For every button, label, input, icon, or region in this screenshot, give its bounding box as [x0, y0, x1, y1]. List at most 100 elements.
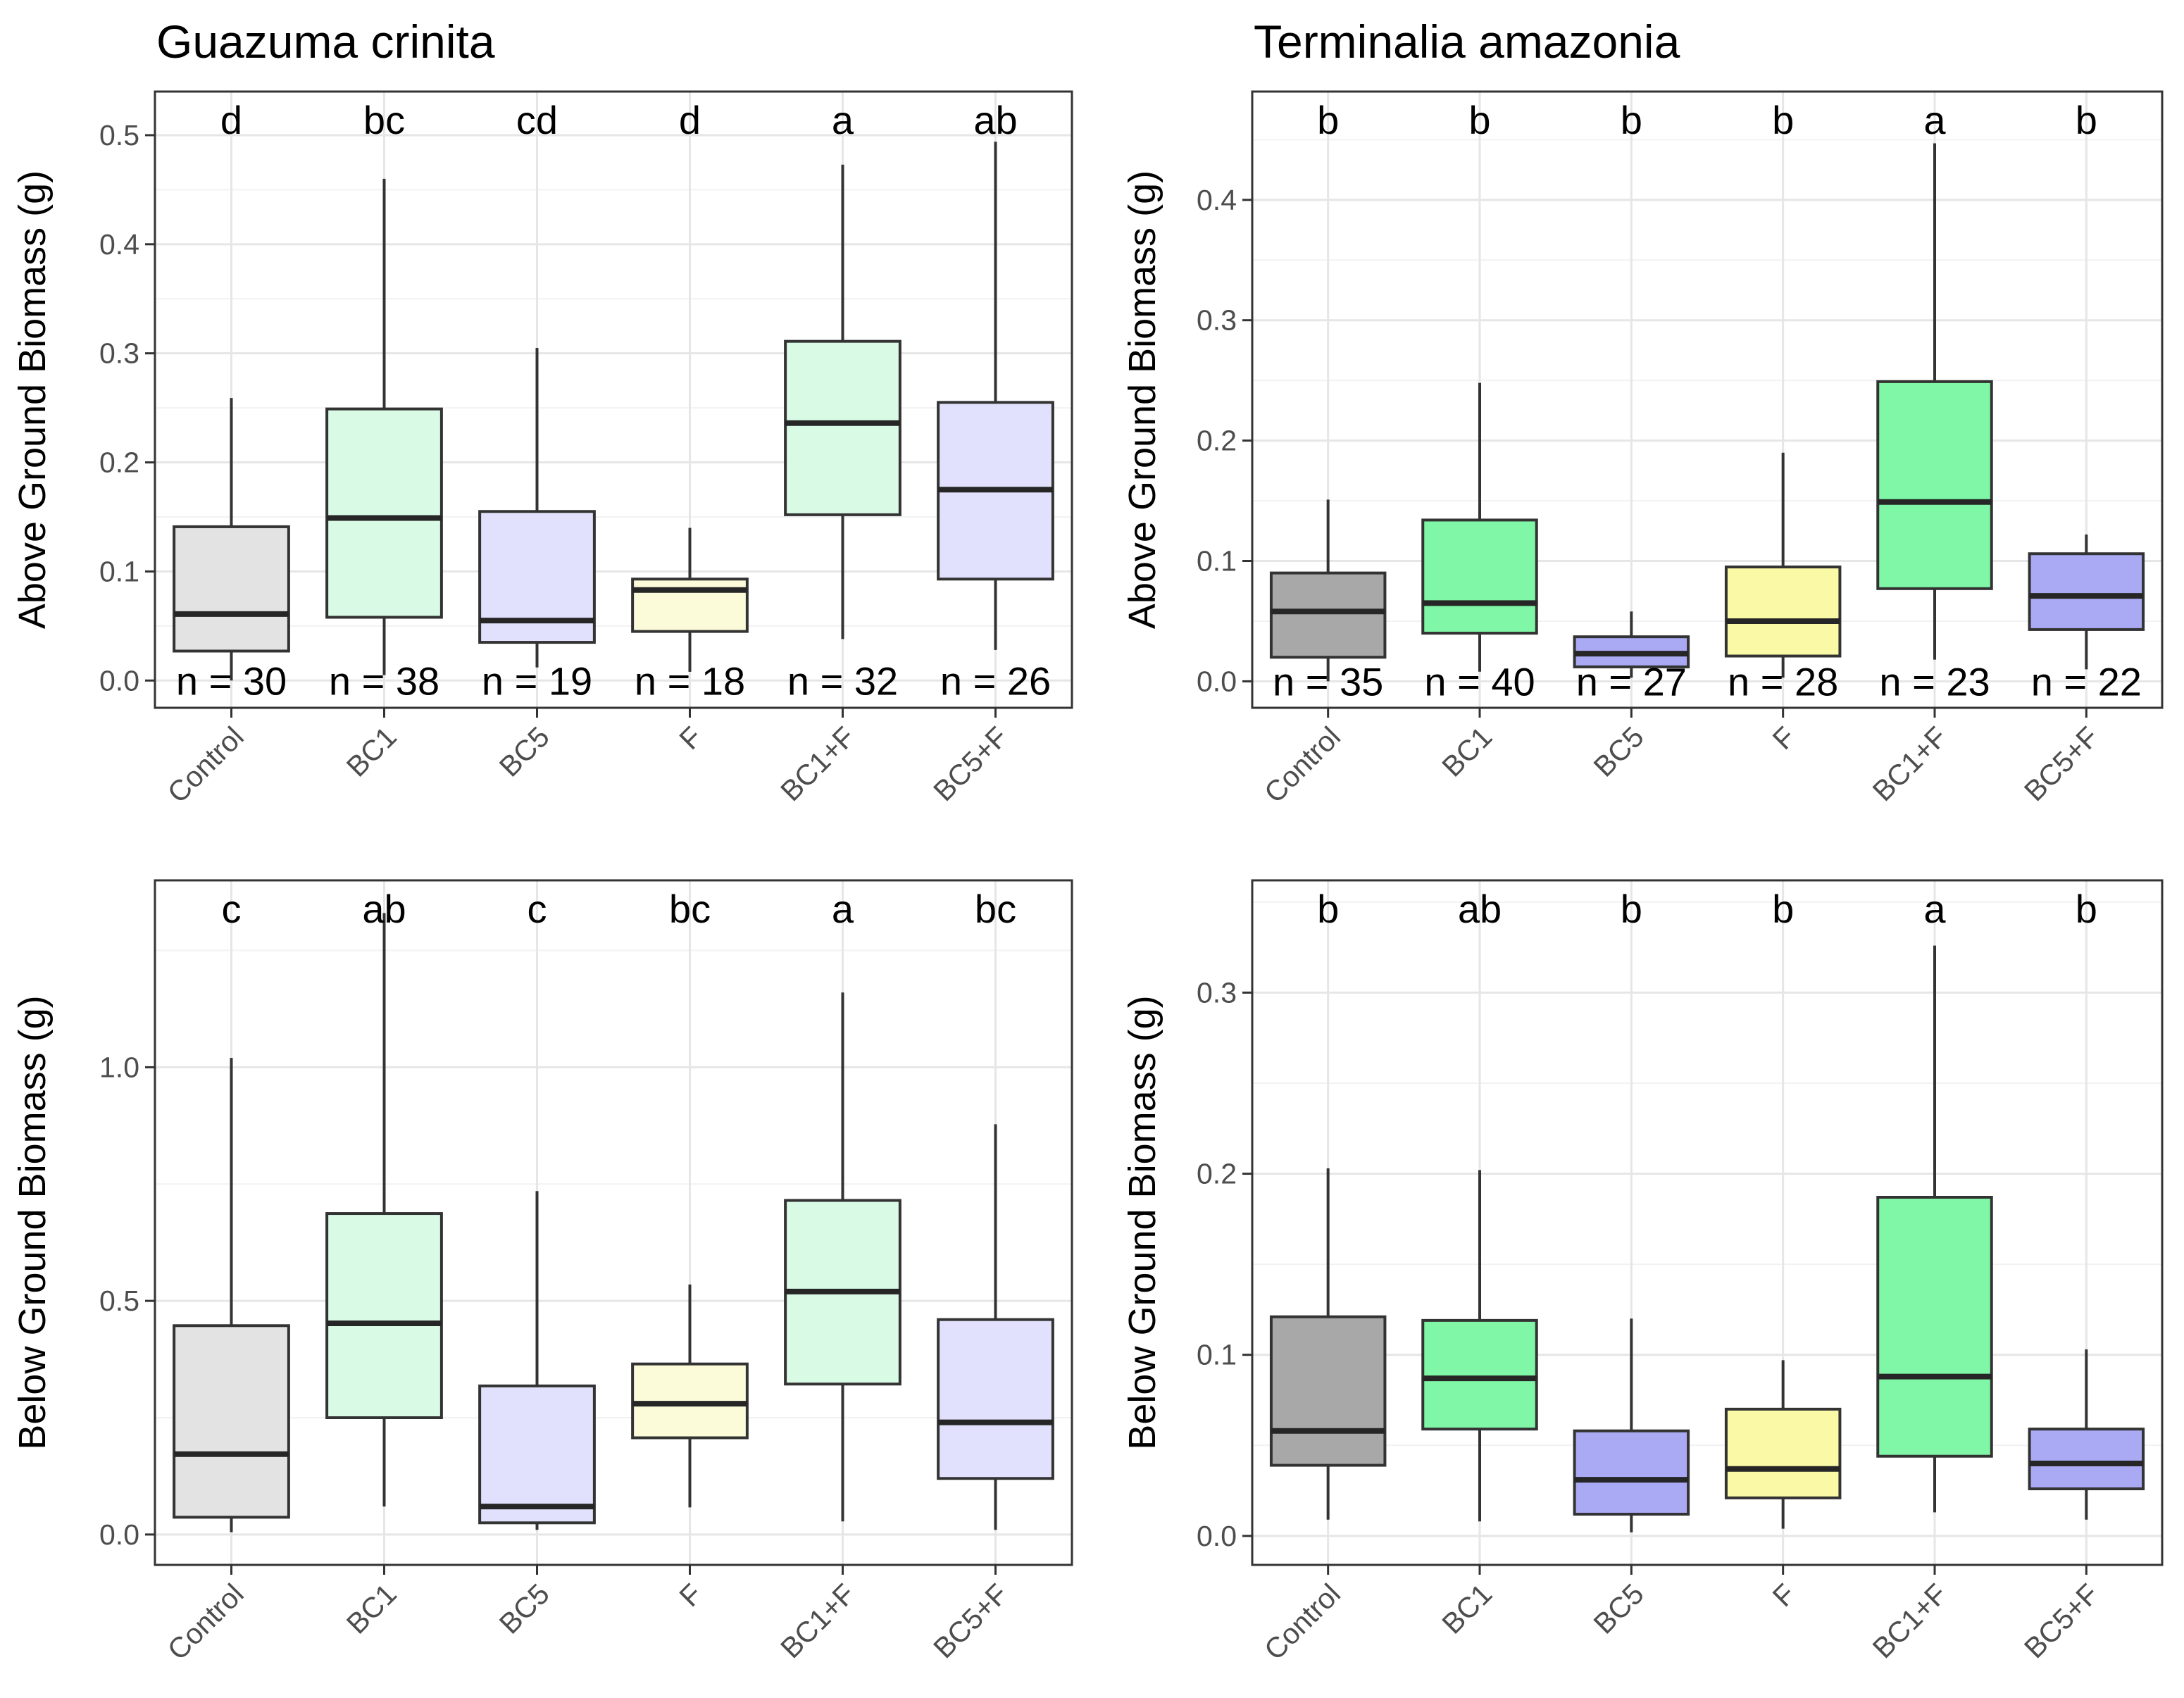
panel-title: Terminalia amazonia	[1254, 15, 1680, 68]
sample-size-label: n = 30	[176, 658, 287, 703]
x-tick-label: BC1	[340, 720, 403, 783]
x-tick-label: BC1+F	[774, 720, 861, 808]
significance-letter: c	[528, 887, 547, 931]
significance-letter: d	[220, 98, 242, 142]
y-tick-label: 0.0	[1197, 1520, 1237, 1552]
significance-letter: b	[1621, 98, 1642, 142]
sample-size-label: n = 35	[1273, 659, 1383, 704]
box-body	[1573, 1429, 1690, 1516]
y-tick-label: 0.1	[1197, 545, 1237, 578]
panel-1: d bc cd d a ab n = 30 n = 38 n = 19 n = 18 n = 32 n…	[11, 15, 1073, 809]
significance-letter: a	[1923, 98, 1946, 142]
significance-letter: bc	[975, 887, 1016, 931]
x-tick-label: F	[1766, 1578, 1802, 1613]
box-BC5+F	[937, 1124, 1054, 1530]
y-tick-label: 0.2	[99, 447, 139, 479]
x-tick-label: BC1	[340, 1578, 403, 1640]
box-body	[173, 1324, 290, 1519]
y-tick-label: 0.5	[99, 119, 139, 151]
box-BC5+F	[2028, 534, 2145, 670]
y-tick-label: 0.5	[99, 1285, 139, 1317]
significance-letter: b	[2076, 887, 2097, 931]
y-axis-title: Above Ground Biomass (g)	[1121, 170, 1163, 629]
box-body	[1724, 1407, 1842, 1499]
sample-size-label: n = 28	[1728, 659, 1838, 704]
y-axis-title: Above Ground Biomass (g)	[11, 170, 54, 629]
box-body	[325, 407, 443, 619]
box-BC1+F	[1876, 143, 1993, 660]
y-tick-label: 0.1	[99, 555, 139, 587]
x-tick-label: BC5+F	[927, 720, 1014, 808]
sample-size-label: n = 23	[1879, 659, 1990, 704]
box-body	[325, 1212, 443, 1420]
significance-letter: b	[1621, 887, 1642, 931]
box-body	[2028, 1428, 2145, 1490]
x-tick-label: F	[673, 1578, 709, 1613]
significance-letter: ab	[973, 98, 1017, 142]
x-tick-label: Control	[1258, 1578, 1347, 1666]
panel-background	[1252, 92, 2162, 708]
x-tick-label: BC1	[1435, 720, 1498, 783]
box-F	[1724, 452, 1842, 678]
significance-letter: ab	[1458, 887, 1502, 931]
panel-background	[1252, 880, 2162, 1565]
box-body	[937, 1318, 1054, 1480]
box-body	[1876, 380, 1993, 590]
box-BC1+F	[784, 164, 901, 639]
significance-letter: ab	[362, 887, 406, 931]
sample-size-label: n = 32	[787, 658, 898, 703]
significance-letter: a	[832, 887, 854, 931]
significance-letter: b	[1772, 98, 1794, 142]
panel-title: Guazuma crinita	[156, 15, 495, 68]
panel-border	[1251, 90, 2164, 709]
y-tick-label: 0.0	[99, 1518, 139, 1551]
y-tick-label: 0.3	[1197, 304, 1237, 337]
x-tick-label: BC5	[493, 720, 556, 783]
x-tick-label: BC5	[493, 1578, 556, 1640]
box-BC1	[325, 913, 443, 1507]
box-body	[784, 339, 901, 516]
x-tick-label: BC1+F	[1866, 720, 1954, 808]
significance-letter: d	[679, 98, 701, 142]
box-BC1+F	[1876, 945, 1993, 1513]
x-tick-label: BC1	[1435, 1578, 1498, 1640]
panel-background	[155, 92, 1072, 708]
y-tick-label: 1.0	[99, 1051, 139, 1083]
box-BC1	[325, 178, 443, 675]
sample-size-label: n = 40	[1424, 659, 1535, 704]
box-body	[1421, 518, 1538, 635]
significance-letter: b	[1468, 98, 1490, 142]
sample-size-label: n = 38	[329, 658, 439, 703]
y-tick-label: 0.4	[1197, 184, 1237, 216]
box-BC5+F	[2028, 1349, 2145, 1520]
box-BC5	[478, 1191, 596, 1530]
x-tick-label: BC1+F	[774, 1578, 861, 1665]
box-BC1	[1421, 382, 1538, 672]
panel-border	[154, 879, 1073, 1566]
y-tick-label: 0.0	[1197, 665, 1237, 697]
box-body	[1724, 566, 1842, 658]
x-tick-label: Control	[161, 720, 250, 809]
x-tick-label: Control	[161, 1578, 250, 1666]
box-BC1+F	[784, 992, 901, 1522]
significance-letter: b	[1772, 887, 1794, 931]
sample-size-label: n = 19	[482, 658, 592, 703]
box-Control	[1269, 1168, 1387, 1520]
panel-border	[1251, 879, 2164, 1566]
y-tick-label: 0.2	[1197, 425, 1237, 457]
y-tick-label: 0.1	[1197, 1339, 1237, 1371]
x-tick-label: BC5	[1587, 720, 1650, 783]
box-BC5	[1573, 1318, 1690, 1532]
x-tick-label: BC5+F	[2018, 1578, 2105, 1665]
significance-letter: b	[1317, 887, 1339, 931]
box-BC1	[1421, 1170, 1538, 1522]
x-tick-label: BC5+F	[2018, 720, 2105, 808]
box-F	[631, 1284, 749, 1508]
box-F	[1724, 1360, 1842, 1529]
box-body	[173, 525, 290, 653]
y-axis-title: Below Ground Biomass (g)	[1121, 995, 1163, 1449]
significance-letter: b	[2076, 98, 2097, 142]
